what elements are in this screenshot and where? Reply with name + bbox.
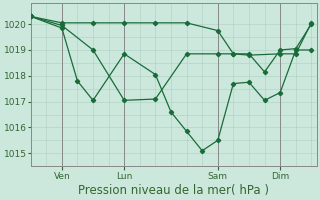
X-axis label: Pression niveau de la mer( hPa ): Pression niveau de la mer( hPa )	[78, 184, 269, 197]
